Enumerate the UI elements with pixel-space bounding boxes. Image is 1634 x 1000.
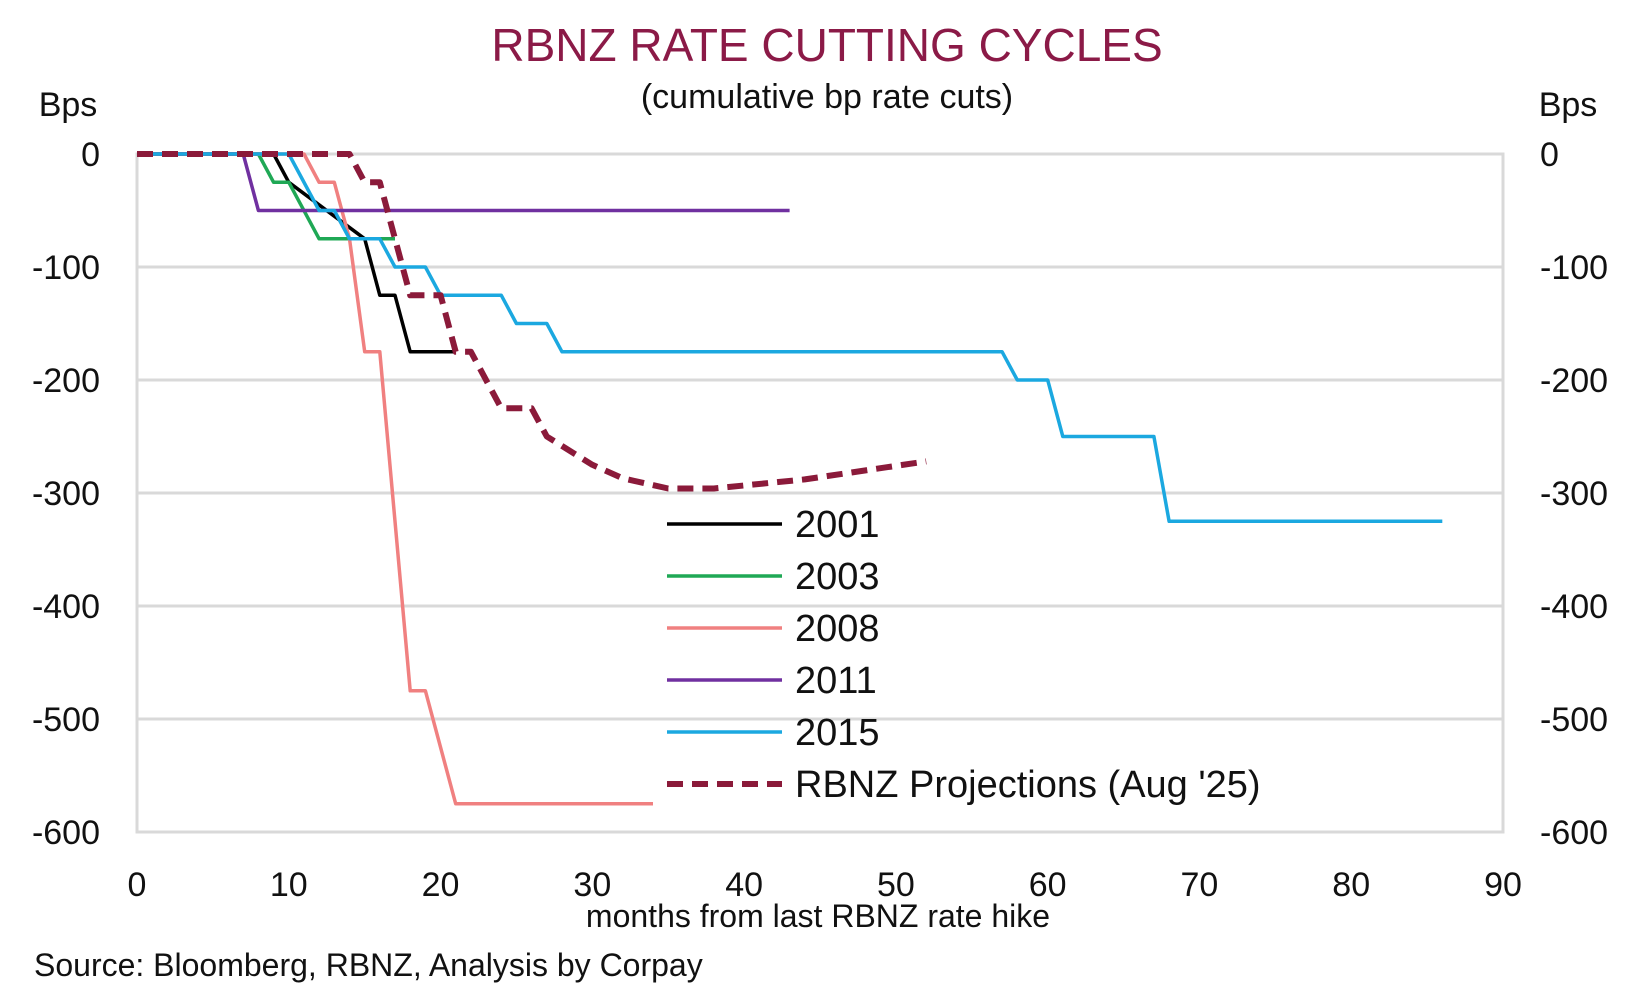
chart-title: RBNZ RATE CUTTING CYCLES <box>491 19 1162 71</box>
source-note: Source: Bloomberg, RBNZ, Analysis by Cor… <box>34 947 703 983</box>
y-tick-label-left: -200 <box>32 362 100 400</box>
x-axis-ticks: 0 10 20 30 40 50 60 70 80 90 <box>128 866 1522 904</box>
x-tick-label: 70 <box>1181 866 1219 904</box>
series-lines <box>137 151 1443 806</box>
y-tick-label-right: -100 <box>1540 249 1608 287</box>
x-tick-label: 20 <box>422 866 460 904</box>
legend: 2001 2003 2008 2011 2015 RBNZ Projections (Au… <box>667 504 1261 806</box>
y-tick-label-left: -500 <box>32 701 100 739</box>
series-line-3 <box>137 152 653 806</box>
legend-label-5: 2015 <box>795 712 880 754</box>
series-line-6 <box>137 151 927 492</box>
legend-label-3: 2008 <box>795 608 880 650</box>
series-line-4 <box>137 152 790 213</box>
y-tick-label-left: -600 <box>32 814 100 852</box>
series-line-1 <box>137 152 456 354</box>
x-tick-label: 40 <box>725 866 763 904</box>
x-tick-label: 60 <box>1029 866 1067 904</box>
legend-label-1: 2001 <box>795 504 880 546</box>
y-tick-label-left: -100 <box>32 249 100 287</box>
series-line-5 <box>137 152 1443 524</box>
y-axis-unit-left: Bps <box>39 86 98 124</box>
plot-frame <box>135 152 1505 834</box>
x-tick-label: 80 <box>1332 866 1370 904</box>
y-tick-label-left: -400 <box>32 588 100 626</box>
x-axis-label: months from last RBNZ rate hike <box>586 898 1050 934</box>
x-tick-label: 10 <box>270 866 308 904</box>
y-tick-label-left: -300 <box>32 475 100 513</box>
y-tick-label-right: -500 <box>1540 701 1608 739</box>
y-tick-label-left: 0 <box>81 136 100 174</box>
legend-label-4: 2011 <box>795 660 877 702</box>
legend-label-6: RBNZ Projections (Aug '25) <box>795 764 1261 806</box>
x-tick-label: 0 <box>128 866 147 904</box>
y-tick-label-right: -400 <box>1540 588 1608 626</box>
y-tick-label-right: -300 <box>1540 475 1608 513</box>
y-axis-unit-right: Bps <box>1539 86 1598 124</box>
chart-subtitle: (cumulative bp rate cuts) <box>641 78 1013 116</box>
y-tick-label-right: -200 <box>1540 362 1608 400</box>
x-tick-label: 90 <box>1484 866 1522 904</box>
y-tick-label-right: 0 <box>1540 136 1559 174</box>
legend-label-2: 2003 <box>795 556 880 598</box>
y-tick-label-right: -600 <box>1540 814 1608 852</box>
x-tick-label: 30 <box>573 866 611 904</box>
y-axis-ticks: 0 0 -100 -100 -200 -200 -300 -300 -400 -400 -500 -5… <box>32 136 1608 852</box>
x-tick-label: 50 <box>877 866 915 904</box>
